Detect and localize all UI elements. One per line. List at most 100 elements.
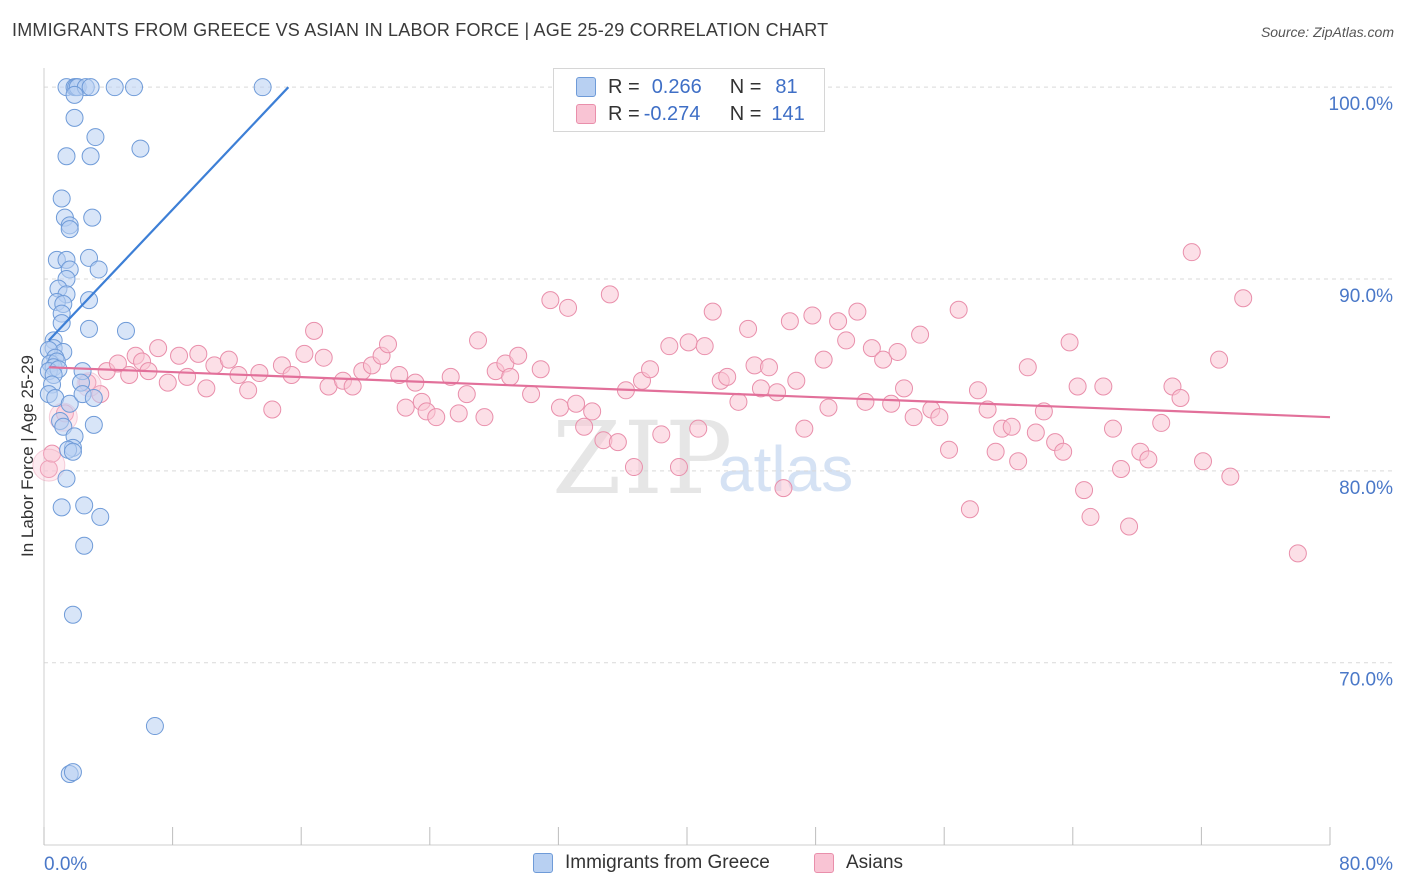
greece-point — [52, 189, 71, 208]
bottom-legend-greece[interactable]: Immigrants from Greece — [533, 852, 770, 874]
asians-point — [874, 350, 893, 369]
asians-point — [669, 458, 688, 477]
greece-point — [52, 498, 71, 517]
greece-point — [86, 128, 105, 147]
asians-point — [575, 417, 594, 436]
asians-point — [189, 344, 208, 363]
asians-point — [882, 394, 901, 413]
asians-point — [641, 360, 660, 379]
greece-point — [89, 260, 108, 279]
stats-legend: R = 0.266 N = 81 R = -0.274 N = 141 — [553, 68, 825, 132]
greece-point — [84, 415, 103, 434]
asians-point — [679, 333, 698, 352]
asians-point — [379, 335, 398, 354]
greece-point — [65, 85, 84, 104]
asians-point — [1112, 459, 1131, 478]
bottom-legend-asians[interactable]: Asians — [814, 852, 903, 874]
asians-point — [501, 367, 520, 386]
asians-trend-line — [48, 366, 1331, 419]
asians-point — [178, 367, 197, 386]
asians-point — [1288, 544, 1307, 563]
legend-row-greece: R = 0.266 N = 81 — [576, 75, 798, 99]
asians-point — [911, 325, 930, 344]
asians-point — [1009, 452, 1028, 471]
asians-point — [968, 381, 987, 400]
legend-label-asians: Asians — [846, 852, 904, 873]
asians-point — [703, 302, 722, 321]
asians-point — [888, 342, 907, 361]
greece-point — [125, 78, 144, 97]
greece-point — [65, 108, 84, 127]
asians-point — [1171, 388, 1190, 407]
asians-point — [759, 358, 778, 377]
asians-point — [795, 419, 814, 438]
greece-point — [91, 507, 110, 526]
greece-point — [116, 321, 135, 340]
chart-title: IMMIGRANTS FROM GREECE VS ASIAN IN LABOR… — [12, 20, 829, 40]
asians-point — [930, 408, 949, 427]
y-axis-title: In Labor Force | Age 25-29 — [18, 355, 37, 557]
asians-point — [1081, 507, 1100, 526]
asians-point — [583, 402, 602, 421]
asians-point — [449, 404, 468, 423]
legend-swatch-blue — [533, 853, 553, 873]
asians-point — [652, 425, 671, 444]
legend-r-label: R = — [608, 102, 640, 125]
asians-point — [170, 346, 189, 365]
asians-point — [158, 373, 177, 392]
asians-point — [819, 398, 838, 417]
asians-point — [904, 408, 923, 427]
asians-point — [695, 337, 714, 356]
asians-point — [787, 371, 806, 390]
asians-point — [856, 392, 875, 411]
greece-point — [57, 469, 76, 488]
asians-point — [1002, 417, 1021, 436]
asians-point — [390, 365, 409, 384]
asians-point — [780, 312, 799, 331]
asians-point — [427, 408, 446, 427]
asians-point — [1152, 413, 1171, 432]
greece-point — [81, 147, 100, 166]
asians-point — [1139, 450, 1158, 469]
greece-point — [253, 78, 272, 97]
legend-n-label: N = — [729, 75, 762, 98]
asians-point — [986, 442, 1005, 461]
asians-point — [1094, 377, 1113, 396]
asians-point — [108, 354, 127, 373]
greece-point — [63, 605, 82, 624]
legend-swatch-blue — [576, 77, 596, 97]
greece-point — [80, 291, 99, 310]
y-tick-label: 100.0% — [1329, 94, 1394, 115]
asians-point — [149, 339, 168, 358]
asians-point — [949, 300, 968, 319]
asians-point — [624, 458, 643, 477]
asians-point — [803, 306, 822, 325]
legend-n-value: 81 — [775, 75, 798, 98]
greece-point — [60, 220, 79, 239]
asians-point — [120, 365, 139, 384]
asians-point — [559, 298, 578, 317]
asians-point — [600, 285, 619, 304]
asians-point — [774, 479, 793, 498]
asians-point — [282, 365, 301, 384]
asians-point — [475, 408, 494, 427]
asians-point — [1060, 333, 1079, 352]
greece-point — [145, 717, 164, 736]
asians-point — [457, 385, 476, 404]
legend-swatch-pink — [814, 853, 834, 873]
asians-point — [1054, 442, 1073, 461]
greece-point — [84, 388, 103, 407]
asians-point — [768, 383, 787, 402]
x-tick-label-left: 0.0% — [44, 854, 87, 875]
asians-point — [531, 360, 550, 379]
greece-point — [52, 314, 71, 333]
asians-point — [940, 440, 959, 459]
legend-row-asians: R = -0.274 N = 141 — [576, 102, 805, 126]
asians-point — [895, 379, 914, 398]
asians-point — [1026, 423, 1045, 442]
y-tick-label: 80.0% — [1339, 478, 1393, 499]
asians-point — [960, 500, 979, 519]
greece-point — [57, 147, 76, 166]
asians-point — [314, 348, 333, 367]
